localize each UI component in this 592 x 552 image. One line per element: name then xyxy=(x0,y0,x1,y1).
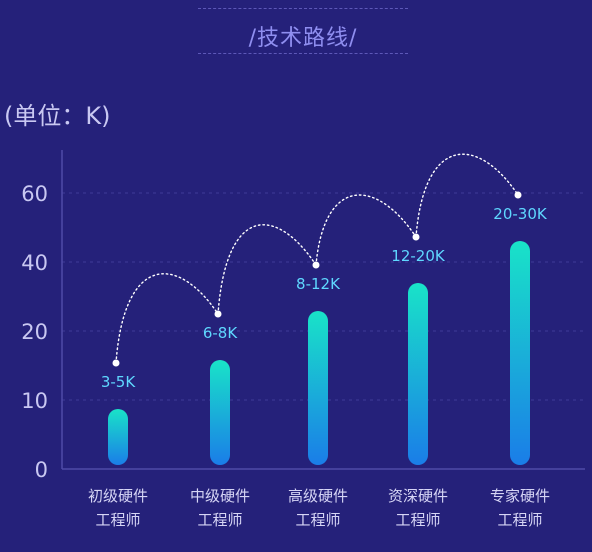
connector-arc xyxy=(315,194,417,266)
x-tick-label: 资深硬件 工程师 xyxy=(363,484,473,532)
x-tick-label: 高级硬件 工程师 xyxy=(263,484,373,532)
bar-value-label: 8-12K xyxy=(296,275,341,293)
y-tick-label: 40 xyxy=(21,251,48,275)
bar-value-label: 6-8K xyxy=(203,324,238,342)
chart-title: /技术路线/ xyxy=(248,26,358,51)
y-tick-label: 10 xyxy=(21,389,48,413)
x-tick-label: 专家硬件 工程师 xyxy=(465,484,575,532)
x-tick-label-line: 专家硬件 xyxy=(489,487,550,505)
bar xyxy=(210,360,230,465)
title-top-rule xyxy=(198,8,408,9)
connector-arc xyxy=(115,273,219,364)
x-tick-label-line: 高级硬件 xyxy=(287,487,348,505)
x-tick-label-line: 工程师 xyxy=(197,511,243,529)
y-tick-label: 20 xyxy=(21,320,48,344)
connector-arc xyxy=(217,224,317,315)
x-tick-label-line: 工程师 xyxy=(95,511,141,529)
y-axis-unit-label: (单位：K) xyxy=(4,102,111,130)
bar-value-label: 3-5K xyxy=(101,373,136,391)
x-tick-label-line: 资深硬件 xyxy=(387,487,448,505)
x-tick-label-line: 初级硬件 xyxy=(87,487,148,505)
x-tick-label: 初级硬件 工程师 xyxy=(63,484,173,532)
connector-arc xyxy=(415,153,519,238)
y-tick-label: 60 xyxy=(21,182,48,206)
x-tick-label-line: 工程师 xyxy=(497,511,543,529)
x-tick-label-line: 工程师 xyxy=(395,511,441,529)
bar xyxy=(510,241,530,465)
chart-title-box: /技术路线/ xyxy=(198,8,408,54)
title-bottom-rule xyxy=(198,53,408,54)
bar-value-label: 12-20K xyxy=(391,247,446,265)
y-tick-label: 0 xyxy=(35,458,48,482)
x-tick-label-line: 中级硬件 xyxy=(189,487,250,505)
x-tick-label-line: 工程师 xyxy=(295,511,341,529)
bar xyxy=(408,283,428,465)
bar xyxy=(308,311,328,465)
bar-value-label: 20-30K xyxy=(493,205,548,223)
x-tick-label: 中级硬件 工程师 xyxy=(165,484,275,532)
bar xyxy=(108,409,128,465)
